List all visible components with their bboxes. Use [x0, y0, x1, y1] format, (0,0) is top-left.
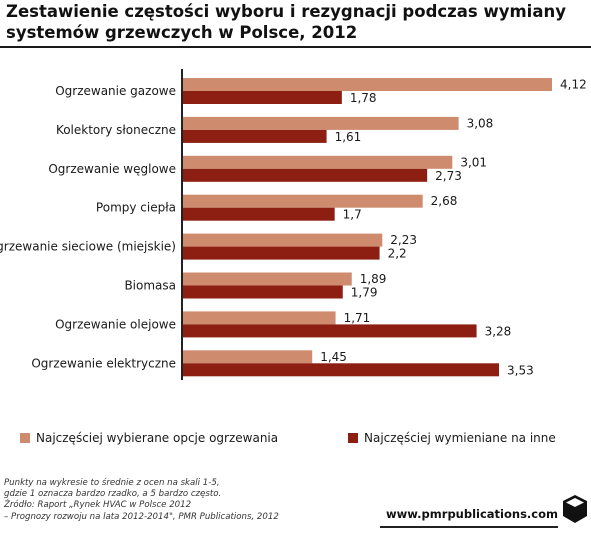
chart-title-line-1: Zestawienie częstości wyboru i rezygnacj… [6, 2, 566, 21]
data-label-replaced: 1,7 [343, 208, 362, 222]
legend-item-selected-swatch [20, 433, 30, 443]
legend-item-replaced-label: Najczęściej wymieniane na inne [364, 431, 556, 445]
data-label-selected: 3,01 [460, 155, 487, 169]
bar-replaced [182, 363, 500, 377]
data-label-selected: 3,08 [467, 116, 494, 130]
bar-selected [182, 350, 313, 364]
data-label-replaced: 2,2 [388, 247, 407, 261]
data-label-replaced: 1,78 [350, 91, 377, 105]
category-label: Ogrzewanie gazowe [55, 84, 176, 98]
bar-replaced [182, 285, 343, 299]
legend: Najczęściej wybierane opcje ogrzewania Na… [20, 431, 556, 445]
footnote-line-4: – Prognozy rozwoju na lata 2012-2014", P… [4, 511, 279, 522]
category-label: Ogrzewanie elektryczne [31, 356, 176, 370]
data-label-selected: 4,12 [560, 78, 587, 92]
bar-replaced [182, 246, 380, 260]
category-label: Ogrzewanie olejowe [55, 317, 176, 331]
legend-item-selected-label: Najczęściej wybierane opcje ogrzewania [36, 431, 278, 445]
bar-selected [182, 194, 423, 208]
category-label: Pompy ciepła [96, 201, 176, 215]
footnotes: Punkty na wykresie to średnie z ocen na … [4, 478, 279, 523]
bar-selected [182, 311, 336, 325]
category-label: Biomasa [124, 279, 176, 293]
category-label: Ogrzewanie węglowe [48, 162, 176, 176]
bar-replaced [182, 207, 335, 221]
title-divider [0, 46, 591, 48]
legend-item-replaced-swatch [348, 433, 358, 443]
bar-selected [182, 233, 383, 247]
category-label: Kolektory słoneczne [56, 123, 176, 137]
data-label-replaced: 1,79 [351, 286, 378, 300]
data-label-selected: 1,89 [360, 272, 387, 286]
bar-selected [182, 78, 552, 91]
footer-divider [380, 526, 558, 528]
chart-title-line-2: systemów grzewczych w Polsce, 2012 [6, 23, 358, 42]
bar-chart: 4,12 1,78 Ogrzewanie gazowe 3,08 1,61 Kolekto… [0, 69, 587, 445]
bar-selected [182, 272, 352, 286]
footnote-line-2: gdzie 1 oznacza bardzo rzadko, a 5 bardz… [4, 489, 222, 500]
data-label-replaced: 1,61 [335, 130, 362, 144]
chart-title: Zestawienie częstości wyboru i rezygnacj… [6, 1, 586, 43]
data-label-replaced: 3,53 [507, 363, 534, 377]
plot-area: 4,12 1,78 Ogrzewanie gazowe 3,08 1,61 Kolekto… [0, 69, 587, 380]
data-label-selected: 2,68 [431, 194, 458, 208]
footnote-line-3: Źródło: Raport „Rynek HVAC w Polsce 2012 [4, 500, 192, 511]
bar-replaced [182, 168, 428, 182]
category-label: Ogrzewanie sieciowe (miejskie) [0, 240, 176, 254]
bar-selected [182, 155, 453, 169]
pmr-cube-logo-icon [563, 495, 587, 523]
data-label-selected: 2,23 [390, 233, 417, 247]
data-label-replaced: 2,73 [435, 169, 462, 183]
data-label-replaced: 3,28 [485, 324, 512, 338]
bar-replaced [182, 324, 477, 338]
footnote-line-1: Punkty na wykresie to średnie z ocen na … [4, 478, 220, 488]
bar-replaced [182, 129, 327, 143]
data-label-selected: 1,45 [320, 350, 347, 364]
bar-selected [182, 116, 459, 130]
data-label-selected: 1,71 [344, 311, 371, 325]
website-link[interactable]: www.pmrpublications.com [386, 507, 558, 521]
bar-replaced [182, 91, 342, 104]
